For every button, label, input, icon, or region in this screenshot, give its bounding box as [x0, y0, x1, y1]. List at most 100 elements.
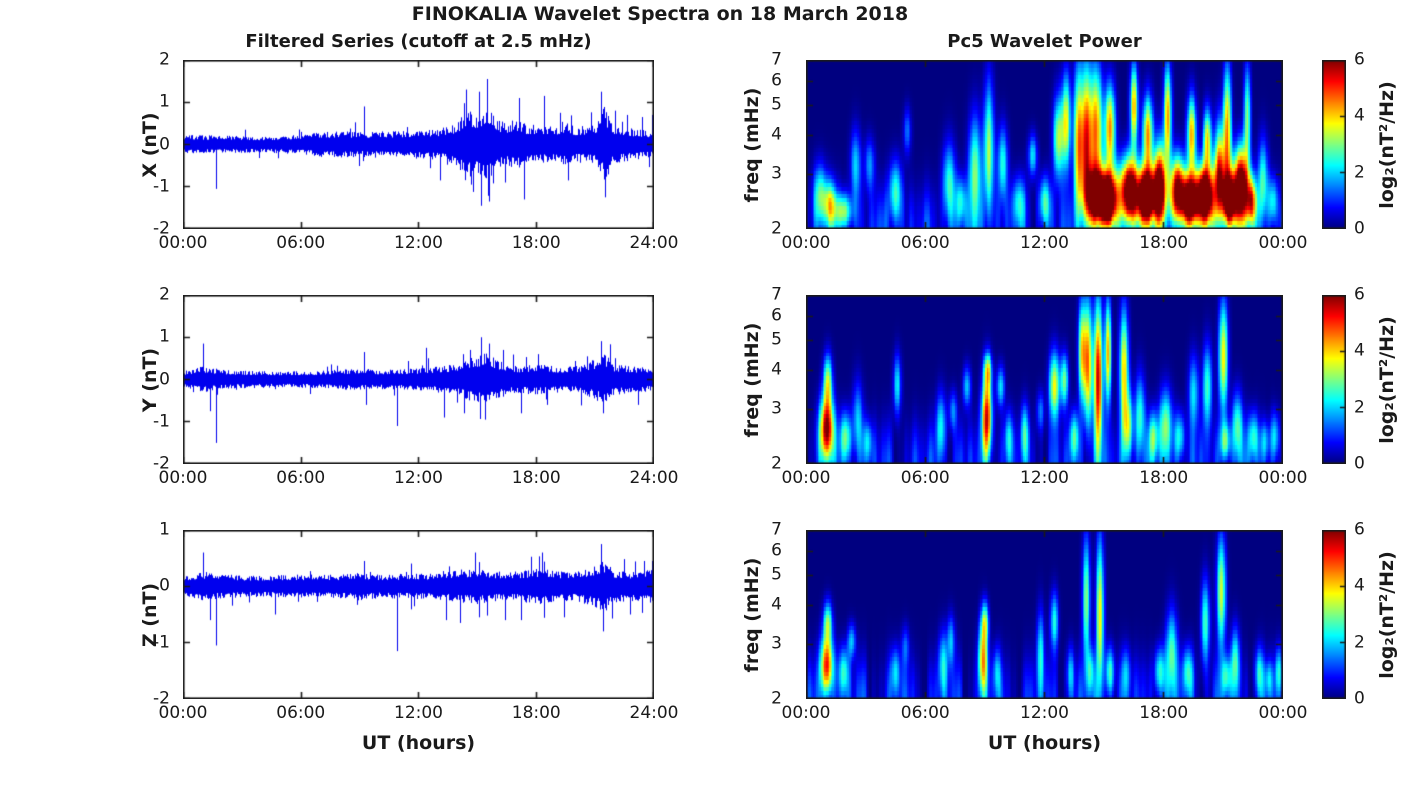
y-tick-label: 4 [771, 124, 782, 145]
colorbar-tick-label: 6 [1354, 284, 1365, 305]
x-tick-label: 18:00 [511, 703, 561, 723]
x-tick-label: 06:00 [900, 233, 950, 253]
figure-suptitle: FINOKALIA Wavelet Spectra on 18 March 20… [411, 3, 909, 25]
x-tick-label: 18:00 [511, 468, 561, 488]
y-tick-label: -1 [153, 411, 170, 432]
x-axis-label: UT (hours) [987, 732, 1102, 754]
y-tick-label: 0 [159, 369, 170, 389]
y-tick-label: -2 [153, 688, 170, 709]
panel-y-wavelet: freq (mHz) 00:00 06:00 12:00 18:00 00:00 7 6 5 4 3… [741, 286, 1308, 487]
y-tick-label: 2 [771, 453, 782, 474]
x-tick-label: 12:00 [1020, 233, 1069, 253]
y-tick-label: 5 [771, 329, 782, 350]
y-tick-label: 6 [771, 70, 782, 91]
z-filtered-series-plot-canvas [183, 530, 654, 699]
y-wavelet-colorbar-canvas [1322, 295, 1346, 464]
y-tick-label: 7 [771, 284, 782, 305]
x-tick-label: 06:00 [276, 468, 326, 488]
y-tick-label: 0 [159, 134, 170, 154]
y-tick-label: 4 [771, 594, 782, 615]
colorbar-z-wavelet: 6 4 2 0 log₂(nT²/Hz) [1322, 521, 1398, 707]
y-tick-label: -2 [153, 218, 170, 239]
x-tick-label: 18:00 [1139, 703, 1189, 723]
y-tick-label: 1 [159, 91, 170, 112]
x-tick-label: 12:00 [394, 233, 443, 253]
y-tick-label: 3 [771, 398, 782, 419]
y-tick-label: -1 [153, 176, 170, 197]
chart-title: Pc5 Wavelet Power [947, 31, 1142, 52]
y-tick-label: 7 [771, 49, 782, 70]
x-tick-label: 00:00 [158, 703, 208, 723]
y-tick-label: 2 [771, 688, 782, 709]
chart-title: Filtered Series (cutoff at 2.5 mHz) [245, 31, 592, 52]
x-tick-label: 12:00 [394, 703, 443, 723]
colorbar-tick-label: 2 [1354, 162, 1365, 183]
y-tick-label: 1 [159, 326, 170, 347]
x-tick-label: 24:00 [629, 233, 679, 253]
z-wavelet-plot-canvas [806, 530, 1283, 699]
colorbar-label: log₂(nT²/Hz) [1376, 80, 1398, 209]
x-tick-label: 00:00 [781, 468, 831, 488]
colorbar-tick-label: 4 [1354, 575, 1365, 596]
x-tick-label: 00:00 [1258, 468, 1308, 488]
y-tick-label: 1 [159, 519, 170, 540]
y-tick-label: 2 [159, 49, 170, 70]
x-tick-label: 18:00 [1139, 233, 1189, 253]
y-axis-label: Y (nT) [139, 347, 161, 412]
colorbar-tick-label: 4 [1354, 340, 1365, 361]
x-wavelet-plot-canvas [806, 60, 1283, 229]
panel-x-wavelet: Pc5 Wavelet Power freq (mHz) 00:00 06:00 12:… [741, 31, 1308, 252]
x-tick-label: 06:00 [276, 703, 326, 723]
y-axis-label: freq (mHz) [741, 87, 763, 202]
x-tick-label: 06:00 [276, 233, 326, 253]
x-filtered-series-plot-canvas [183, 60, 654, 229]
y-tick-label: 0 [159, 575, 170, 596]
y-axis-label: X (nT) [139, 111, 161, 178]
y-axis-label: freq (mHz) [741, 557, 763, 672]
y-tick-label: -2 [153, 453, 170, 474]
x-tick-label: 12:00 [1020, 468, 1069, 488]
z-wavelet-colorbar-canvas [1322, 530, 1346, 699]
x-tick-label: 00:00 [1258, 233, 1308, 253]
x-tick-label: 24:00 [629, 468, 679, 488]
y-tick-label: -1 [153, 632, 170, 653]
panel-x-filtered-series: Filtered Series (cutoff at 2.5 mHz) X (nT… [139, 31, 679, 252]
colorbar-tick-label: 0 [1354, 218, 1365, 239]
y-tick-label: 7 [771, 519, 782, 540]
x-tick-label: 00:00 [781, 233, 831, 253]
y-filtered-series-plot-canvas [183, 295, 654, 464]
y-tick-label: 5 [771, 94, 782, 115]
y-tick-label: 3 [771, 163, 782, 184]
colorbar-tick-label: 6 [1354, 519, 1365, 540]
x-tick-label: 12:00 [394, 468, 443, 488]
y-tick-label: 4 [771, 359, 782, 380]
colorbar-tick-label: 6 [1354, 49, 1365, 70]
panel-y-filtered-series: Y (nT) 00:00 06:00 12:00 18:00 24:00 -2 -1 0 1 2 [139, 286, 679, 487]
panel-z-filtered-series: Z (nT) UT (hours) 00:00 06:00 12:00 18:00 24:0… [139, 521, 679, 754]
colorbar-label: log₂(nT²/Hz) [1376, 550, 1398, 679]
y-wavelet-plot-canvas [806, 295, 1283, 464]
y-tick-label: 3 [771, 633, 782, 654]
colorbar-tick-label: 0 [1354, 688, 1365, 709]
colorbar-tick-label: 4 [1354, 105, 1365, 126]
y-tick-label: 6 [771, 540, 782, 561]
y-tick-label: 5 [771, 564, 782, 585]
x-tick-label: 00:00 [158, 233, 208, 253]
x-tick-label: 24:00 [629, 703, 679, 723]
y-axis-label: freq (mHz) [741, 322, 763, 437]
x-tick-label: 12:00 [1020, 703, 1069, 723]
y-tick-label: 2 [159, 284, 170, 305]
x-tick-label: 00:00 [781, 703, 831, 723]
panel-z-wavelet: freq (mHz) UT (hours) 00:00 06:00 12:00 18:00… [741, 521, 1308, 754]
x-tick-label: 18:00 [1139, 468, 1189, 488]
x-wavelet-colorbar-canvas [1322, 60, 1346, 229]
colorbar-tick-label: 2 [1354, 397, 1365, 418]
x-tick-label: 00:00 [158, 468, 208, 488]
y-tick-label: 2 [771, 218, 782, 239]
x-tick-label: 06:00 [900, 703, 950, 723]
colorbar-y-wavelet: 6 4 2 0 log₂(nT²/Hz) [1322, 286, 1398, 472]
colorbar-x-wavelet: 6 4 2 0 log₂(nT²/Hz) [1322, 51, 1398, 237]
colorbar-tick-label: 2 [1354, 632, 1365, 653]
y-tick-label: 6 [771, 305, 782, 326]
